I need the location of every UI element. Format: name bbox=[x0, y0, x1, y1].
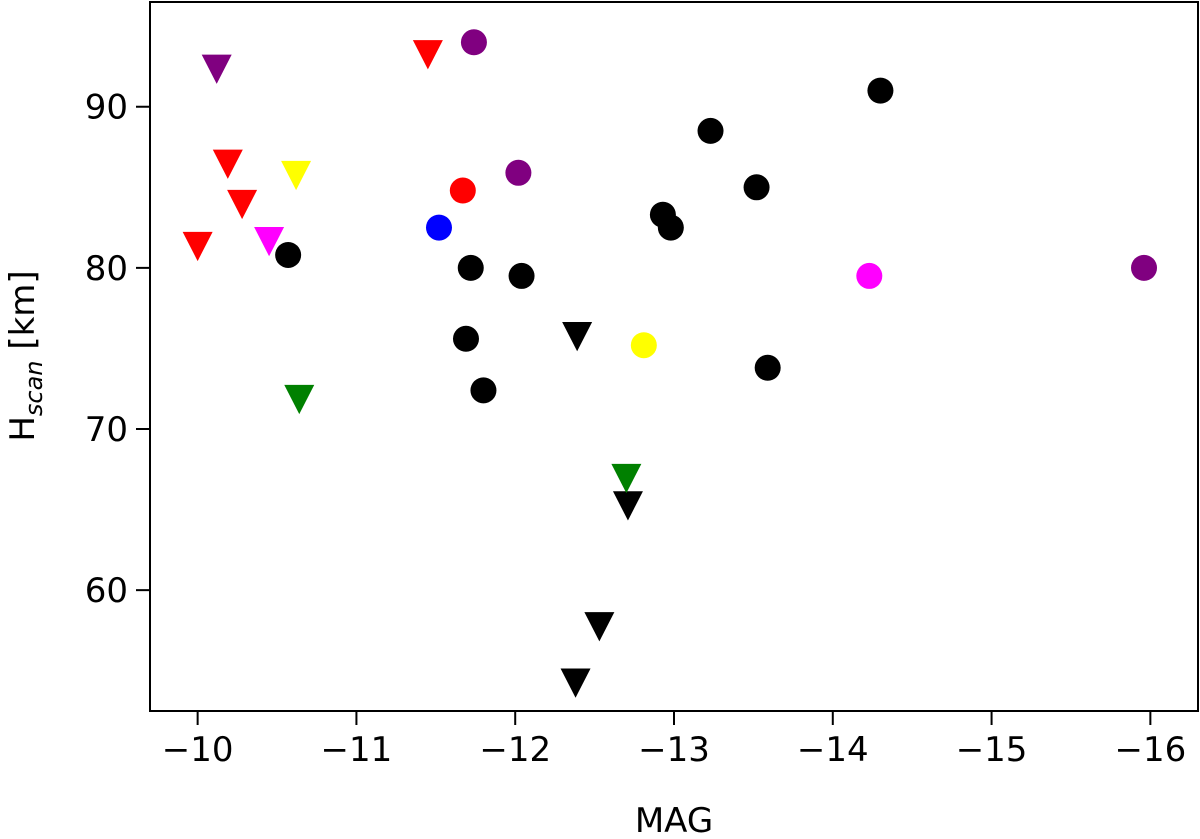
y-axis-label-unit: [km] bbox=[3, 270, 43, 360]
data-point-circle-black bbox=[697, 117, 724, 144]
data-point-triangle-green bbox=[284, 384, 315, 415]
data-point-circle-black bbox=[508, 262, 535, 289]
data-point-circle-black bbox=[657, 214, 684, 241]
x-tick-label: −14 bbox=[797, 730, 869, 770]
data-point-circle-purple bbox=[505, 159, 532, 186]
y-tick-label: 90 bbox=[85, 88, 128, 128]
data-point-triangle-red bbox=[182, 231, 213, 262]
x-tick-label: −15 bbox=[956, 730, 1028, 770]
data-point-triangle-yellow bbox=[281, 160, 312, 191]
x-axis-label: MAG bbox=[635, 801, 713, 839]
x-axis: −10 −11 −12 −13 −14 −15 −16 bbox=[162, 711, 1186, 770]
data-point-circle-black bbox=[275, 241, 302, 268]
y-tick-label: 70 bbox=[85, 410, 128, 450]
y-axis: 60 70 80 90 bbox=[85, 88, 150, 611]
data-point-circle-black bbox=[470, 377, 497, 404]
data-point-circle-purple bbox=[1131, 254, 1158, 281]
x-tick-label: −16 bbox=[1114, 730, 1186, 770]
y-axis-label-subscript: scan bbox=[20, 360, 48, 416]
y-axis-label: Hscan [km] bbox=[3, 270, 48, 441]
data-point-triangle-magenta bbox=[254, 226, 285, 257]
data-points bbox=[182, 29, 1158, 698]
y-tick-label: 80 bbox=[85, 249, 128, 289]
x-tick-label: −12 bbox=[479, 730, 551, 770]
data-point-triangle-black bbox=[562, 322, 593, 352]
data-point-triangle-purple bbox=[201, 54, 232, 84]
data-point-circle-blue bbox=[425, 214, 452, 241]
data-point-circle-black bbox=[754, 354, 781, 381]
data-point-triangle-red bbox=[227, 189, 258, 220]
data-point-circle-purple bbox=[460, 29, 487, 56]
y-axis-label-main: H bbox=[3, 416, 43, 442]
data-point-circle-black bbox=[457, 254, 484, 281]
x-tick-label: −13 bbox=[638, 730, 710, 770]
data-point-triangle-red bbox=[212, 149, 243, 179]
data-point-circle-yellow bbox=[630, 332, 657, 359]
plot-frame bbox=[149, 1, 1199, 712]
data-point-circle-magenta bbox=[856, 262, 883, 289]
x-tick-label: −10 bbox=[162, 730, 234, 770]
data-point-triangle-red bbox=[412, 40, 443, 70]
data-point-circle-black bbox=[743, 174, 770, 201]
data-point-triangle-black bbox=[560, 668, 591, 698]
data-point-circle-black bbox=[452, 325, 479, 352]
data-point-circle-black bbox=[867, 77, 894, 104]
y-tick-label: 60 bbox=[85, 571, 128, 611]
data-point-triangle-black bbox=[584, 612, 615, 642]
data-point-triangle-green bbox=[611, 463, 642, 494]
x-tick-label: −11 bbox=[321, 730, 393, 770]
data-point-triangle-black bbox=[612, 491, 643, 521]
data-point-circle-red bbox=[449, 177, 476, 204]
